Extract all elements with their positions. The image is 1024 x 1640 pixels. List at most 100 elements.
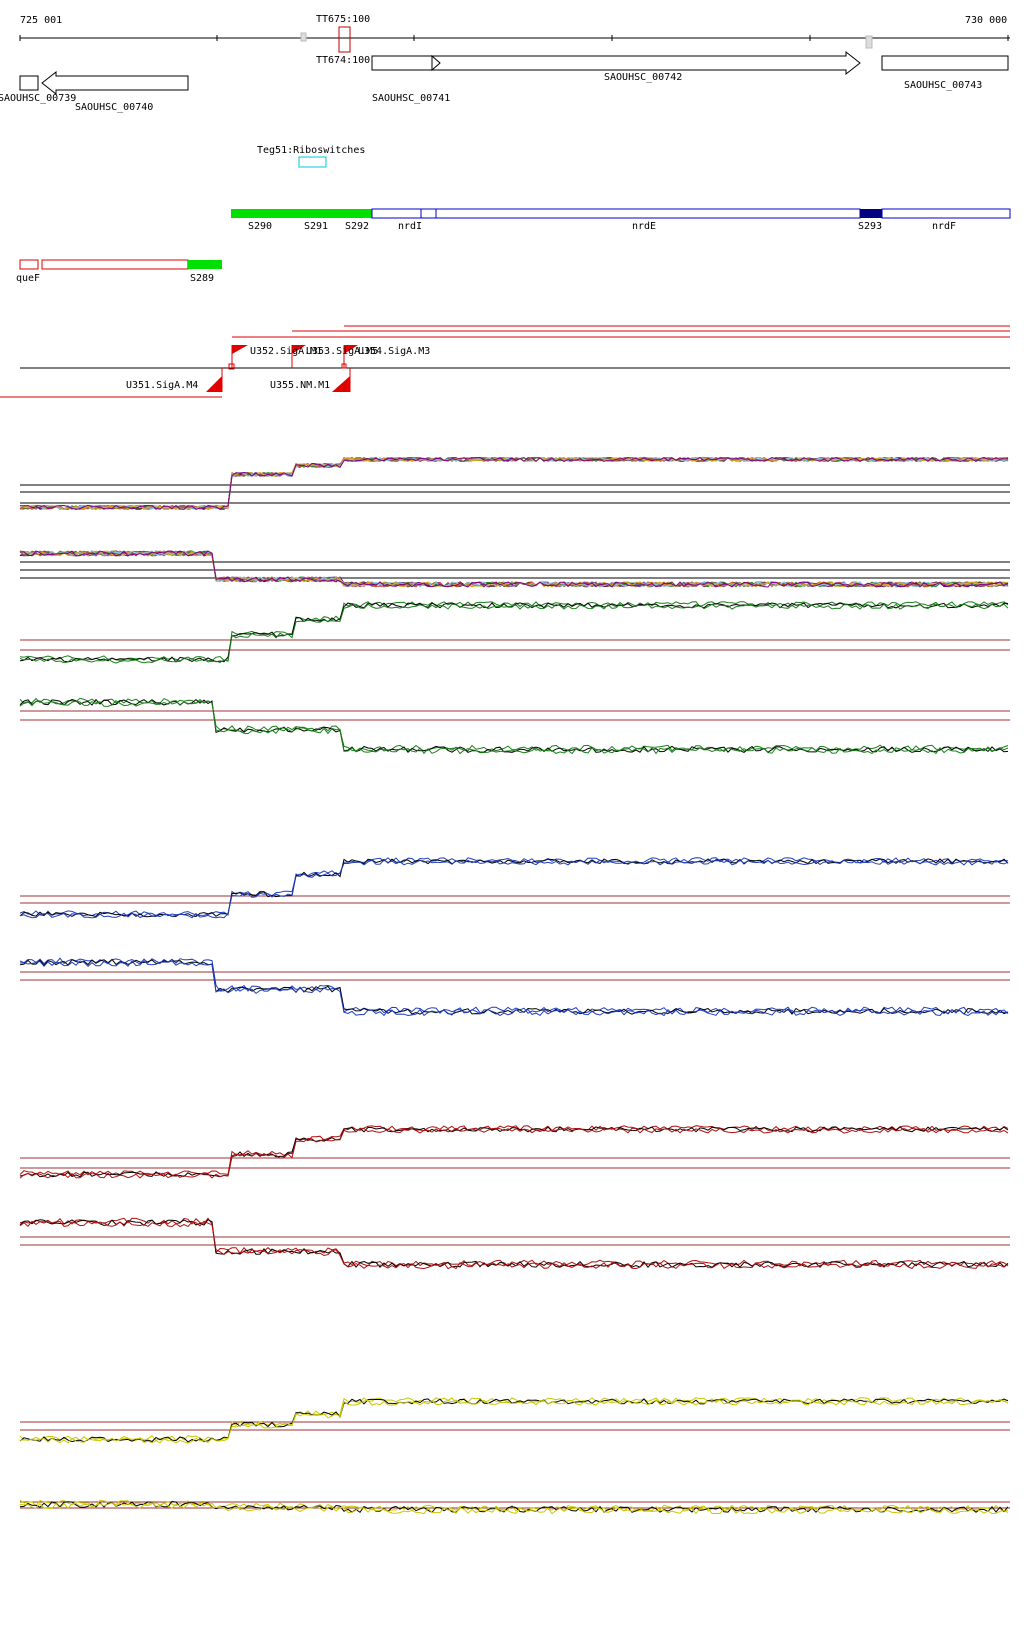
- all-conditions-minus-profile: [19, 550, 1009, 588]
- all-conditions-minus-profile: [19, 550, 1009, 588]
- all-conditions-minus-profile: [19, 550, 1009, 588]
- segment-label: S291: [304, 221, 328, 232]
- riboswitch-label: Teg51:Riboswitches: [257, 145, 365, 156]
- gene-label: SAOUHSC_00740: [75, 102, 153, 113]
- segment-nrdF[interactable]: [881, 208, 1011, 219]
- segment-queF[interactable]: [41, 259, 189, 270]
- condition-plus-profile: [19, 1398, 1009, 1443]
- all-conditions-plus-profile: [19, 456, 1009, 510]
- condition-plus-profile: [19, 603, 1009, 664]
- promoter-arrow[interactable]: [206, 376, 222, 392]
- gene-SAOUHSC_00739[interactable]: [19, 75, 39, 91]
- terminator-label: TT675:100: [316, 14, 370, 25]
- segment-S293[interactable]: [860, 209, 882, 218]
- all-conditions-plus-profile: [19, 456, 1009, 510]
- condition-plus-profile: [19, 1126, 1009, 1178]
- segment-label: nrdI: [398, 221, 422, 232]
- segment-nrdE[interactable]: [435, 208, 861, 219]
- all-conditions-plus-profile: [19, 456, 1009, 510]
- gene-label: SAOUHSC_00742: [604, 72, 682, 83]
- gene-SAOUHSC_00740[interactable]: [41, 70, 189, 96]
- segment-nrdI[interactable]: [371, 208, 422, 219]
- gene-SAOUHSC_00741[interactable]: [371, 55, 433, 71]
- all-conditions-plus-profile: [19, 456, 1009, 510]
- segment-queF-box[interactable]: [19, 259, 39, 270]
- segment-label: nrdF: [932, 221, 956, 232]
- all-conditions-minus-profile: [19, 550, 1009, 588]
- condition-minus-profile: [19, 699, 1009, 755]
- segment-S290-S292[interactable]: [231, 209, 372, 218]
- all-conditions-minus-profile: [19, 550, 1009, 588]
- promoter-label: U352.SigA.M1: [250, 346, 322, 357]
- condition-minus-profile: [19, 958, 1009, 1015]
- gene-label: SAOUHSC_00743: [904, 80, 982, 91]
- plus-segment-track: S290 S291 S292 nrdI nrdE S293 nrdF: [231, 208, 1011, 232]
- riboswitch-track: Teg51:Riboswitches: [257, 145, 365, 168]
- promoter-label: U351.SigA.M4: [126, 380, 198, 391]
- condition-minus-profile: [19, 1219, 1009, 1269]
- condition-minus-profile: [19, 1220, 1009, 1270]
- segment-S289[interactable]: [188, 260, 222, 269]
- ruler-end-label: 730 000: [965, 15, 1007, 26]
- all-conditions-minus-profile: [19, 550, 1009, 588]
- condition-plus-profile: [19, 857, 1008, 917]
- promoter-arrow[interactable]: [344, 345, 358, 354]
- all-conditions-minus-profile: [19, 550, 1009, 588]
- promoter-label: U353.SigA.M5: [306, 346, 378, 357]
- all-conditions-plus-profile: [19, 456, 1009, 510]
- all-conditions-plus-profile: [19, 456, 1009, 510]
- riboswitch-box[interactable]: [298, 156, 327, 168]
- all-conditions-plus-profile: [19, 456, 1009, 510]
- condition-plus-profile: [19, 1127, 1009, 1179]
- gene-label: SAOUHSC_00741: [372, 93, 450, 104]
- segment-label: queF: [16, 273, 40, 284]
- segment-label: S292: [345, 221, 369, 232]
- condition-minus-profile: [19, 1502, 1009, 1515]
- promoter-track: U352.SigA.M1 U353.SigA.M5 U354.SigA.M3 U…: [0, 325, 1010, 398]
- condition-plus-profile: [19, 858, 1009, 918]
- terminator-track: TT675:100 TT674:100: [300, 14, 873, 66]
- gene-label: SAOUHSC_00739: [0, 93, 76, 104]
- segment-label: S293: [858, 221, 882, 232]
- promoter-label: U354.SigA.M3: [358, 346, 430, 357]
- condition-minus-profile: [19, 698, 1009, 753]
- segment-label: S290: [248, 221, 272, 232]
- all-conditions-minus-profile: [19, 550, 1009, 588]
- gene-SAOUHSC_00742[interactable]: [431, 50, 861, 76]
- all-conditions-plus-profile: [19, 456, 1009, 510]
- condition-minus-profile: [19, 697, 1009, 752]
- expression-tracks: [19, 456, 1010, 1515]
- coordinate-ruler: 725 001 730 000: [19, 15, 1010, 41]
- gene-track: SAOUHSC_00739 SAOUHSC_00740 SAOUHSC_0074…: [0, 50, 1009, 113]
- all-conditions-plus-profile: [19, 456, 1009, 510]
- ruler-start-label: 725 001: [20, 15, 62, 26]
- all-conditions-plus-profile: [20, 456, 1009, 510]
- terminator-mark[interactable]: [338, 26, 351, 53]
- all-conditions-minus-profile: [19, 550, 1009, 588]
- condition-plus-profile: [19, 601, 1009, 662]
- condition-minus-profile: [19, 1500, 1009, 1514]
- minus-segment-track: queF S289: [16, 259, 222, 284]
- promoter-arrow[interactable]: [232, 345, 248, 354]
- segment-label: nrdE: [632, 221, 656, 232]
- promoter-label: U355.NM.M1: [270, 380, 330, 391]
- all-conditions-minus-profile: [19, 550, 1009, 588]
- segment-label: S289: [190, 273, 214, 284]
- condition-minus-profile: [19, 1499, 1009, 1512]
- terminator-label: TT674:100: [316, 55, 370, 66]
- condition-minus-profile: [19, 1217, 1009, 1267]
- condition-plus-profile: [19, 602, 1009, 663]
- promoter-arrow[interactable]: [332, 376, 350, 392]
- all-conditions-minus-profile: [19, 550, 1009, 588]
- condition-minus-profile: [19, 960, 1009, 1017]
- promoter-arrow[interactable]: [292, 345, 306, 354]
- condition-minus-profile: [19, 957, 1009, 1014]
- gene-SAOUHSC_00743[interactable]: [881, 55, 1009, 71]
- condition-plus-profile: [19, 859, 1009, 919]
- all-conditions-plus-profile: [19, 456, 1009, 510]
- all-conditions-minus-profile: [19, 550, 1009, 588]
- all-conditions-plus-profile: [19, 456, 1009, 511]
- condition-plus-profile: [19, 1125, 1009, 1176]
- condition-plus-profile: [19, 1399, 1009, 1444]
